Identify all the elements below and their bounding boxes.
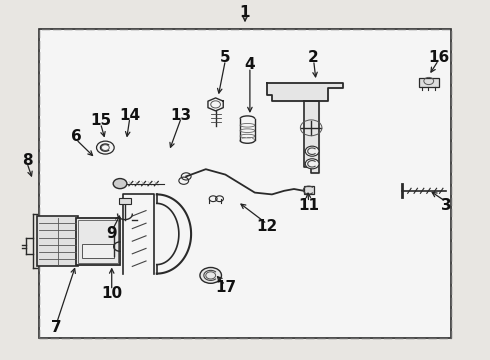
Text: 15: 15 [90,113,111,128]
Text: 16: 16 [428,50,449,65]
Text: 2: 2 [308,50,319,65]
Text: 12: 12 [256,219,278,234]
Bar [119,198,131,204]
Circle shape [200,267,221,283]
Circle shape [305,146,319,156]
Text: 4: 4 [245,57,255,72]
Polygon shape [267,83,343,101]
Bar [82,244,114,258]
Text: 13: 13 [171,108,192,123]
Text: 17: 17 [215,280,236,296]
Circle shape [305,159,319,169]
Text: 3: 3 [441,198,451,213]
Text: 11: 11 [298,198,319,213]
Text: 5: 5 [220,50,231,65]
Circle shape [113,179,127,189]
Text: 8: 8 [22,153,32,168]
Polygon shape [304,101,318,173]
Bar [39,29,451,338]
Bar [419,78,439,87]
Bar [37,216,78,266]
Text: 14: 14 [119,108,141,123]
Bar [78,220,118,263]
Text: 9: 9 [106,226,117,242]
Bar [39,29,451,338]
Text: 7: 7 [51,320,62,335]
Text: 6: 6 [71,129,81,144]
Bar [76,218,120,265]
Bar [304,186,314,194]
Text: 10: 10 [101,286,122,301]
Text: 1: 1 [240,5,250,20]
